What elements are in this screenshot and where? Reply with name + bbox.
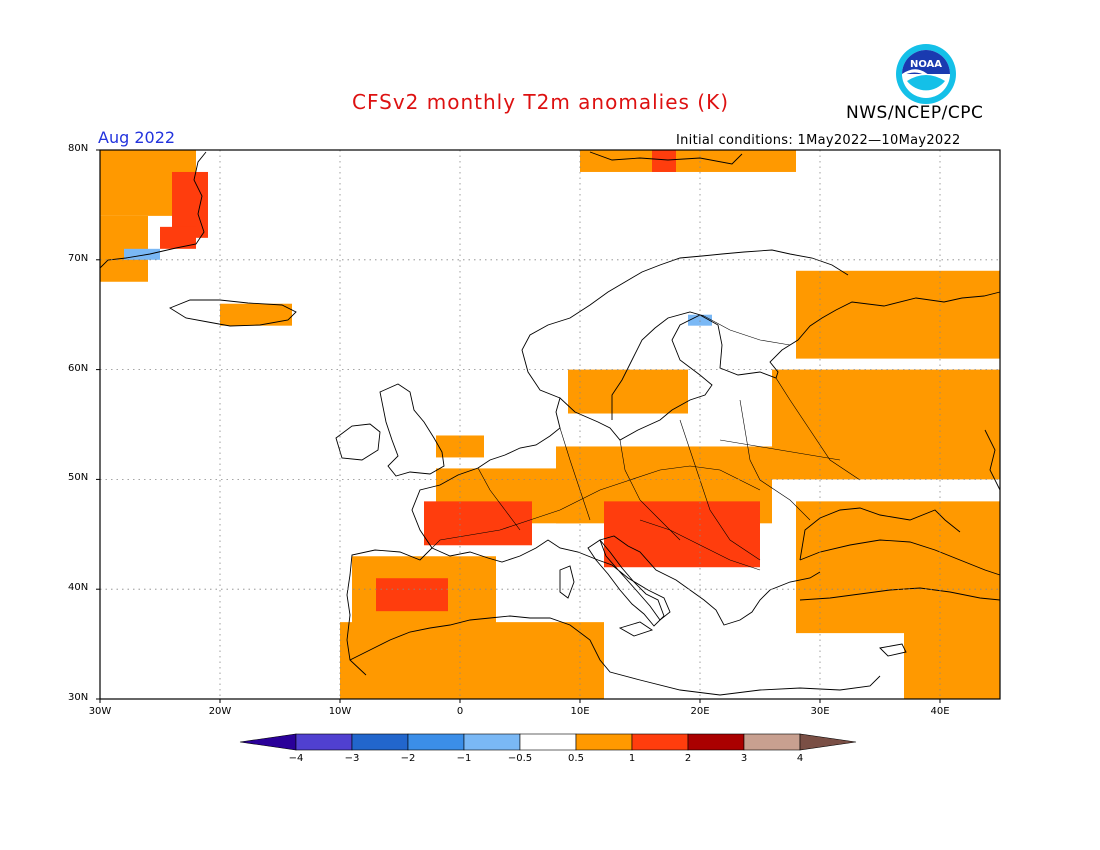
org-label: NWS/NCEP/CPC [846, 103, 984, 123]
anomaly-cell [376, 578, 448, 612]
initial-conditions: Initial conditions: 1May2022—10May2022 [676, 133, 961, 148]
lon-label: 10E [570, 706, 590, 717]
anomaly-cell [796, 270, 1000, 359]
anomaly-cell [340, 622, 604, 699]
colorbar-segment [519, 733, 577, 751]
lon-label: 10W [328, 706, 352, 717]
anomaly-cells [100, 150, 1000, 699]
chart-title: CFSv2 monthly T2m anomalies (K) [352, 90, 729, 114]
logo-text: NOAA [910, 59, 942, 70]
colorbar-arrow-left [239, 733, 297, 751]
anomaly-cell [160, 226, 196, 249]
colorbar-segment [575, 733, 633, 751]
colorbar-segment [351, 733, 409, 751]
colorbar-label: −3 [344, 753, 360, 764]
anomaly-cell [688, 314, 712, 326]
forecast-month: Aug 2022 [98, 128, 176, 147]
lat-label: 80N [68, 143, 89, 154]
lon-label: 20W [208, 706, 232, 717]
colorbar-label: −1 [456, 753, 472, 764]
colorbar-label: −2 [400, 753, 416, 764]
graticule [100, 150, 1000, 699]
colorbar-label: −0.5 [507, 753, 533, 764]
lat-label: 30N [68, 692, 89, 703]
anomaly-cell [652, 150, 676, 172]
colorbar-segment [407, 733, 465, 751]
anomaly-cell [904, 611, 1000, 699]
lon-label: 40E [930, 706, 950, 717]
lon-label: 20E [690, 706, 710, 717]
anomaly-cell [220, 303, 292, 326]
lat-label: 50N [68, 472, 89, 484]
anomaly-cell [568, 369, 688, 414]
colorbar-segment [687, 733, 745, 751]
axis-ticks [96, 149, 941, 703]
lon-label: 0 [456, 706, 464, 717]
lat-label: 40N [68, 582, 89, 594]
colorbar-label: 0.5 [568, 753, 584, 764]
noaa-logo-icon: NOAA [896, 44, 956, 104]
anomaly-cell [436, 435, 484, 458]
lat-label: 70N [68, 252, 89, 264]
colorbar-segment [743, 733, 801, 751]
map-frame [99, 149, 1001, 700]
colorbar-segment [463, 733, 521, 751]
lat-label: 60N [68, 362, 89, 374]
colorbar-arrow-right [799, 733, 857, 751]
colorbar-segment [295, 733, 353, 751]
country-borders [419, 315, 861, 571]
colorbar-label: −4 [288, 753, 304, 764]
lon-label: 30W [88, 706, 112, 717]
anomaly-cell [424, 501, 532, 546]
lon-label: 30E [810, 706, 830, 717]
anomaly-cell [124, 248, 160, 260]
anomaly-cell [580, 150, 796, 172]
colorbar-segment [631, 733, 689, 751]
colorbar-label: 1 [628, 753, 636, 764]
colorbar-label: 4 [796, 753, 804, 764]
colorbar-label: 3 [740, 753, 748, 764]
anomaly-cell [772, 369, 1000, 480]
colorbar-label: 2 [684, 753, 692, 764]
colorbar [239, 733, 857, 751]
anomaly-cell [604, 501, 760, 568]
